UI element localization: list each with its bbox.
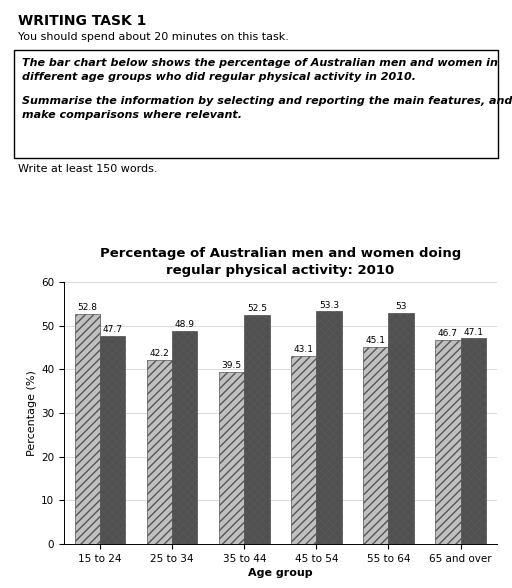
Text: 43.1: 43.1 xyxy=(294,345,314,354)
Text: WRITING TASK 1: WRITING TASK 1 xyxy=(18,14,146,28)
X-axis label: Age group: Age group xyxy=(248,568,313,578)
Text: 47.7: 47.7 xyxy=(103,325,123,334)
Text: Summarise the information by selecting and reporting the main features, and: Summarise the information by selecting a… xyxy=(22,96,512,106)
Text: 52.5: 52.5 xyxy=(247,304,267,313)
Text: different age groups who did regular physical activity in 2010.: different age groups who did regular phy… xyxy=(22,72,416,82)
Text: 39.5: 39.5 xyxy=(222,361,242,370)
Bar xyxy=(219,372,244,544)
Text: The bar chart below shows the percentage of Australian men and women in: The bar chart below shows the percentage… xyxy=(22,58,498,68)
Text: 45.1: 45.1 xyxy=(366,336,386,346)
Bar xyxy=(363,348,389,544)
Text: 53: 53 xyxy=(395,302,407,311)
Bar xyxy=(75,313,100,544)
Text: 46.7: 46.7 xyxy=(438,329,458,339)
Bar xyxy=(389,313,414,544)
Bar xyxy=(461,339,486,544)
Bar xyxy=(316,312,342,544)
Bar xyxy=(147,360,172,544)
Text: 53.3: 53.3 xyxy=(319,300,339,310)
Text: 47.1: 47.1 xyxy=(463,328,483,337)
Text: make comparisons where relevant.: make comparisons where relevant. xyxy=(22,110,242,120)
Title: Percentage of Australian men and women doing
regular physical activity: 2010: Percentage of Australian men and women d… xyxy=(100,247,461,277)
Bar xyxy=(244,315,269,544)
Y-axis label: Percentage (%): Percentage (%) xyxy=(27,370,37,456)
Bar xyxy=(291,356,316,544)
Text: 48.9: 48.9 xyxy=(175,320,195,329)
Text: You should spend about 20 minutes on this task.: You should spend about 20 minutes on thi… xyxy=(18,32,289,42)
Text: 42.2: 42.2 xyxy=(150,349,169,358)
Text: Write at least 150 words.: Write at least 150 words. xyxy=(18,164,158,174)
Bar xyxy=(100,336,125,544)
Text: 52.8: 52.8 xyxy=(77,303,97,312)
Bar xyxy=(172,330,198,544)
Bar xyxy=(435,340,461,544)
